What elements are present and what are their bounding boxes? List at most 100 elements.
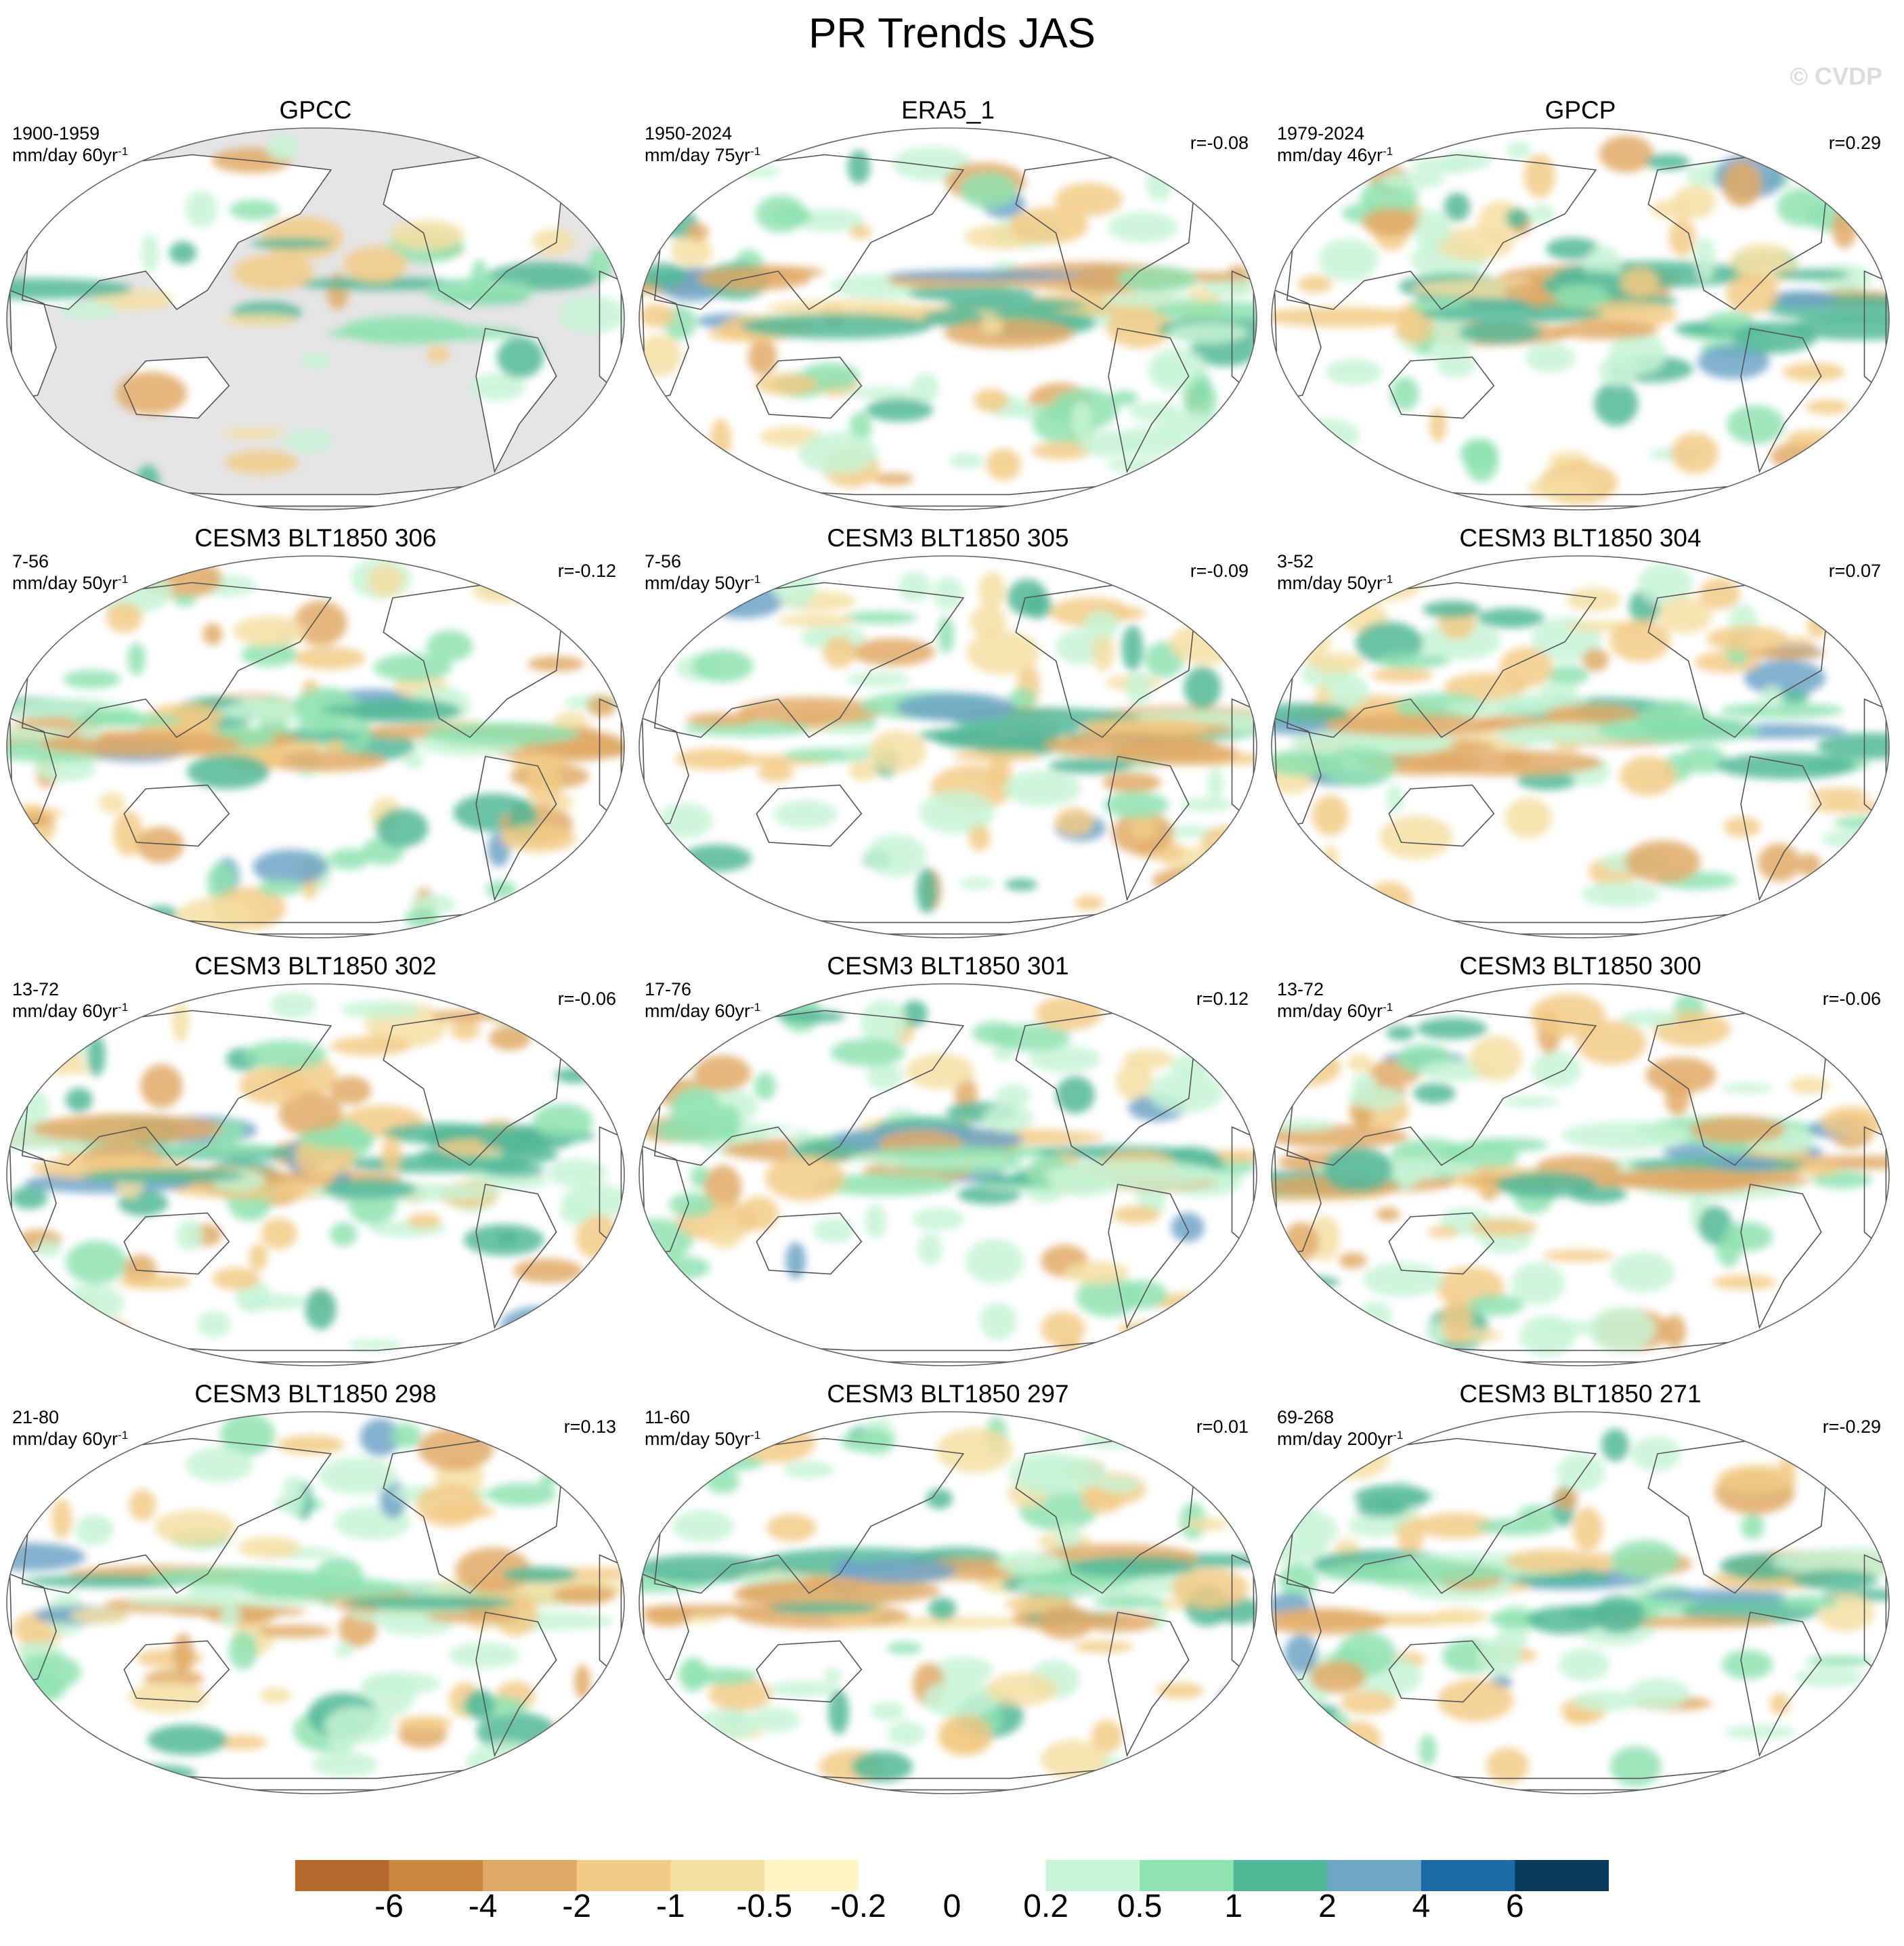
panel-units-text: mm/day 60yr [645, 1001, 751, 1021]
panel-years: 7-56 [12, 551, 49, 571]
panel-years: 1900-1959 [12, 123, 100, 144]
panel-correlation: r=-0.09 [1190, 561, 1249, 581]
trend-map [639, 127, 1257, 511]
panel-units-text: mm/day 60yr [1277, 1001, 1383, 1021]
colorbar [295, 1860, 1609, 1891]
panel-units: mm/day 50yr-1 [645, 1429, 760, 1450]
panel-units-text: mm/day 50yr [12, 573, 118, 593]
panel-correlation: r=-0.06 [557, 989, 616, 1009]
panel-units: mm/day 50yr-1 [1277, 573, 1393, 594]
colorbar-tick-label: -0.2 [830, 1888, 886, 1924]
map-panel: CESM3 BLT1850 304 3-52 mm/day 50yr-1 r=0.07 [1265, 519, 1896, 949]
panel-title: GPCC [279, 96, 352, 124]
panel-units-exponent: -1 [1383, 1001, 1393, 1014]
colorbar-swatch [576, 1860, 671, 1891]
colorbar-tick-label: 2 [1318, 1888, 1337, 1924]
panel-title: CESM3 BLT1850 271 [1459, 1380, 1702, 1408]
panel-units-text: mm/day 50yr [645, 573, 751, 593]
panel-title: CESM3 BLT1850 304 [1459, 524, 1702, 552]
panel-units-text: mm/day 60yr [12, 1429, 118, 1449]
panel-years: 69-268 [1277, 1407, 1335, 1427]
panel-correlation: r=0.01 [1196, 1417, 1249, 1437]
map-panel: GPCC 1900-1959 mm/day 60yr-1 [0, 91, 631, 521]
colorbar-tick-label: -6 [374, 1888, 404, 1924]
panel-units: mm/day 60yr-1 [12, 1429, 128, 1450]
panel-years: 21-80 [12, 1407, 60, 1427]
panel-units: mm/day 75yr-1 [645, 145, 760, 166]
panel-units-exponent: -1 [750, 573, 761, 586]
panel-units-text: mm/day 200yr [1277, 1429, 1393, 1449]
colorbar-tick-label: 0.2 [1023, 1888, 1068, 1924]
panel-title: CESM3 BLT1850 298 [194, 1380, 437, 1408]
colorbar-tick-label: 0.5 [1117, 1888, 1163, 1924]
panel-units-exponent: -1 [1383, 145, 1393, 158]
panel-units-exponent: -1 [750, 145, 761, 158]
colorbar-swatch [670, 1860, 765, 1891]
panel-years: 13-72 [1277, 979, 1324, 999]
map-panel: CESM3 BLT1850 300 13-72 mm/day 60yr-1 r=-0.… [1265, 947, 1896, 1377]
trend-map [1271, 983, 1890, 1366]
panel-units-exponent: -1 [118, 1429, 129, 1442]
panel-units: mm/day 60yr-1 [12, 145, 128, 166]
panel-title: CESM3 BLT1850 300 [1459, 952, 1702, 980]
panel-years: 1979-2024 [1277, 123, 1365, 144]
trend-map [639, 983, 1257, 1366]
panel-units-text: mm/day 50yr [1277, 573, 1383, 593]
colorbar-tick-label: -2 [562, 1888, 592, 1924]
panel-years: 17-76 [645, 979, 692, 999]
panel-title: ERA5_1 [901, 96, 995, 124]
panel-years: 1950-2024 [645, 123, 733, 144]
colorbar-swatch [1327, 1860, 1422, 1891]
panel-title: GPCP [1544, 96, 1616, 124]
trend-map [639, 555, 1257, 938]
map-panel: CESM3 BLT1850 306 7-56 mm/day 50yr-1 r=-0.1… [0, 519, 631, 949]
panel-correlation: r=-0.12 [557, 561, 616, 581]
panel-correlation: r=0.13 [563, 1417, 616, 1437]
panel-correlation: r=0.12 [1196, 989, 1249, 1009]
panel-units-text: mm/day 46yr [1277, 145, 1383, 165]
map-panel: CESM3 BLT1850 297 11-60 mm/day 50yr-1 r=0.0… [632, 1375, 1263, 1805]
map-panel: CESM3 BLT1850 271 69-268 mm/day 200yr-1 r=-… [1265, 1375, 1896, 1805]
colorbar-tick-label: 4 [1412, 1888, 1431, 1924]
colorbar-swatch [858, 1860, 953, 1891]
panel-units: mm/day 60yr-1 [645, 1001, 760, 1022]
panel-title: CESM3 BLT1850 302 [194, 952, 437, 980]
panel-units-exponent: -1 [750, 1429, 761, 1442]
trend-map [6, 555, 625, 938]
panel-correlation: r=0.07 [1828, 561, 1881, 581]
cvdp-watermark: © CVDP [1790, 62, 1882, 90]
colorbar-swatch [1045, 1860, 1140, 1891]
trend-map [639, 1411, 1257, 1794]
colorbar-swatch [483, 1860, 578, 1891]
panel-units-exponent: -1 [118, 1001, 129, 1014]
panel-units: mm/day 46yr-1 [1277, 145, 1393, 166]
colorbar-tick-label: -0.5 [736, 1888, 793, 1924]
panel-units-text: mm/day 60yr [12, 1001, 118, 1021]
trend-map [6, 127, 625, 511]
panel-years: 7-56 [645, 551, 682, 571]
panel-correlation: r=0.29 [1828, 133, 1881, 153]
panel-title: CESM3 BLT1850 305 [827, 524, 1069, 552]
colorbar-swatch [952, 1860, 1047, 1891]
panel-units-text: mm/day 75yr [645, 145, 751, 165]
colorbar-tick-label: 6 [1506, 1888, 1524, 1924]
panel-units-text: mm/day 60yr [12, 145, 118, 165]
panel-years: 13-72 [12, 979, 60, 999]
panel-correlation: r=-0.08 [1190, 133, 1249, 153]
trend-map [1271, 555, 1890, 938]
trend-map [6, 1411, 625, 1794]
panel-units-exponent: -1 [118, 145, 129, 158]
map-panel: CESM3 BLT1850 302 13-72 mm/day 60yr-1 r=-0.… [0, 947, 631, 1377]
map-panel: GPCP 1979-2024 mm/day 46yr-1 r=0.29 [1265, 91, 1896, 521]
colorbar-swatch [295, 1860, 390, 1891]
panel-units: mm/day 50yr-1 [645, 573, 760, 594]
panel-correlation: r=-0.06 [1822, 989, 1881, 1009]
panel-title: CESM3 BLT1850 297 [827, 1380, 1069, 1408]
colorbar-tick-label: 0 [943, 1888, 961, 1924]
panel-units: mm/day 60yr-1 [1277, 1001, 1393, 1022]
panel-title: CESM3 BLT1850 301 [827, 952, 1069, 980]
figure-title: PR Trends JAS [808, 10, 1096, 57]
panel-units: mm/day 200yr-1 [1277, 1429, 1403, 1450]
map-panel: CESM3 BLT1850 301 17-76 mm/day 60yr-1 r=0.1… [632, 947, 1263, 1377]
trend-map [6, 983, 625, 1366]
